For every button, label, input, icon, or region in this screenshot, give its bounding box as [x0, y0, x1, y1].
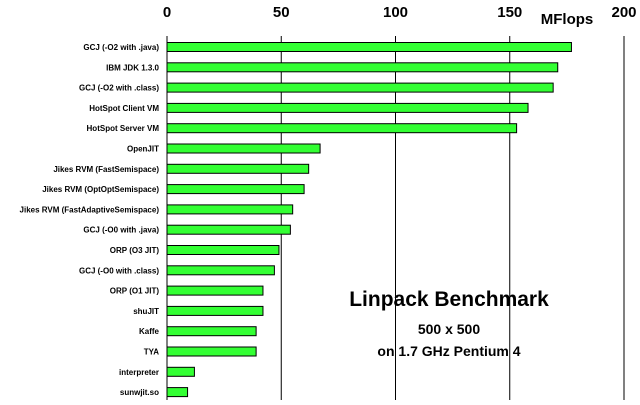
category-label: GCJ (-O2 with .class) — [79, 84, 159, 93]
category-label: Jikes RVM (OptOptSemispace) — [42, 185, 159, 194]
bar — [166, 224, 291, 235]
bar — [166, 82, 554, 93]
category-label: Kaffe — [139, 327, 160, 336]
x-tick-label: 200 — [611, 4, 636, 21]
gridlines — [166, 36, 625, 400]
bar — [166, 163, 310, 174]
chart-subtitle-line-1: 500 x 500 — [418, 321, 480, 337]
x-tick-label: 150 — [497, 4, 522, 21]
category-label: GCJ (-O2 with .java) — [83, 43, 159, 52]
bar — [166, 42, 572, 52]
chart-title: Linpack Benchmark — [349, 288, 549, 311]
bar — [166, 184, 305, 195]
bar — [166, 285, 264, 296]
bar — [166, 305, 264, 316]
bar — [166, 102, 529, 113]
bar — [166, 245, 280, 255]
bar — [166, 265, 275, 276]
bar — [166, 387, 189, 398]
category-label: interpreter — [119, 368, 159, 377]
bar — [166, 204, 294, 215]
category-label: ORP (O1 JIT) — [110, 287, 160, 296]
category-label: Jikes RVM (FastAdaptiveSemispace) — [20, 205, 160, 214]
category-label: Jikes RVM (FastSemispace) — [53, 165, 159, 174]
x-tick-label: 0 — [163, 4, 171, 21]
category-label: OpenJIT — [127, 145, 159, 154]
bar — [166, 366, 195, 377]
chart-subtitle-line-2: on 1.7 GHz Pentium 4 — [377, 343, 520, 359]
category-label: GCJ (-O0 with .java) — [83, 226, 159, 235]
category-label: ORP (O3 JIT) — [110, 246, 160, 255]
bar — [166, 326, 257, 337]
category-label: TYA — [144, 348, 159, 357]
bar — [166, 346, 257, 357]
category-label: HotSpot Client VM — [89, 104, 159, 113]
category-label: GCJ (-O0 with .class) — [79, 266, 159, 275]
bars — [166, 42, 572, 398]
category-label: HotSpot Server VM — [87, 124, 160, 133]
category-label: shuJIT — [133, 307, 159, 316]
category-label: sunwjit.so — [120, 388, 159, 397]
x-axis-ticks: 0 50 100 150 200 — [163, 4, 637, 21]
bar — [166, 143, 321, 154]
category-labels: GCJ (-O2 with .java) IBM JDK 1.3.0 GCJ (-O… — [20, 43, 160, 397]
x-tick-label: 100 — [383, 4, 408, 21]
category-label: IBM JDK 1.3.0 — [106, 63, 159, 72]
unit-label: MFlops — [541, 11, 594, 28]
bar — [166, 62, 559, 73]
bar — [166, 123, 518, 134]
x-tick-label: 50 — [273, 4, 290, 21]
